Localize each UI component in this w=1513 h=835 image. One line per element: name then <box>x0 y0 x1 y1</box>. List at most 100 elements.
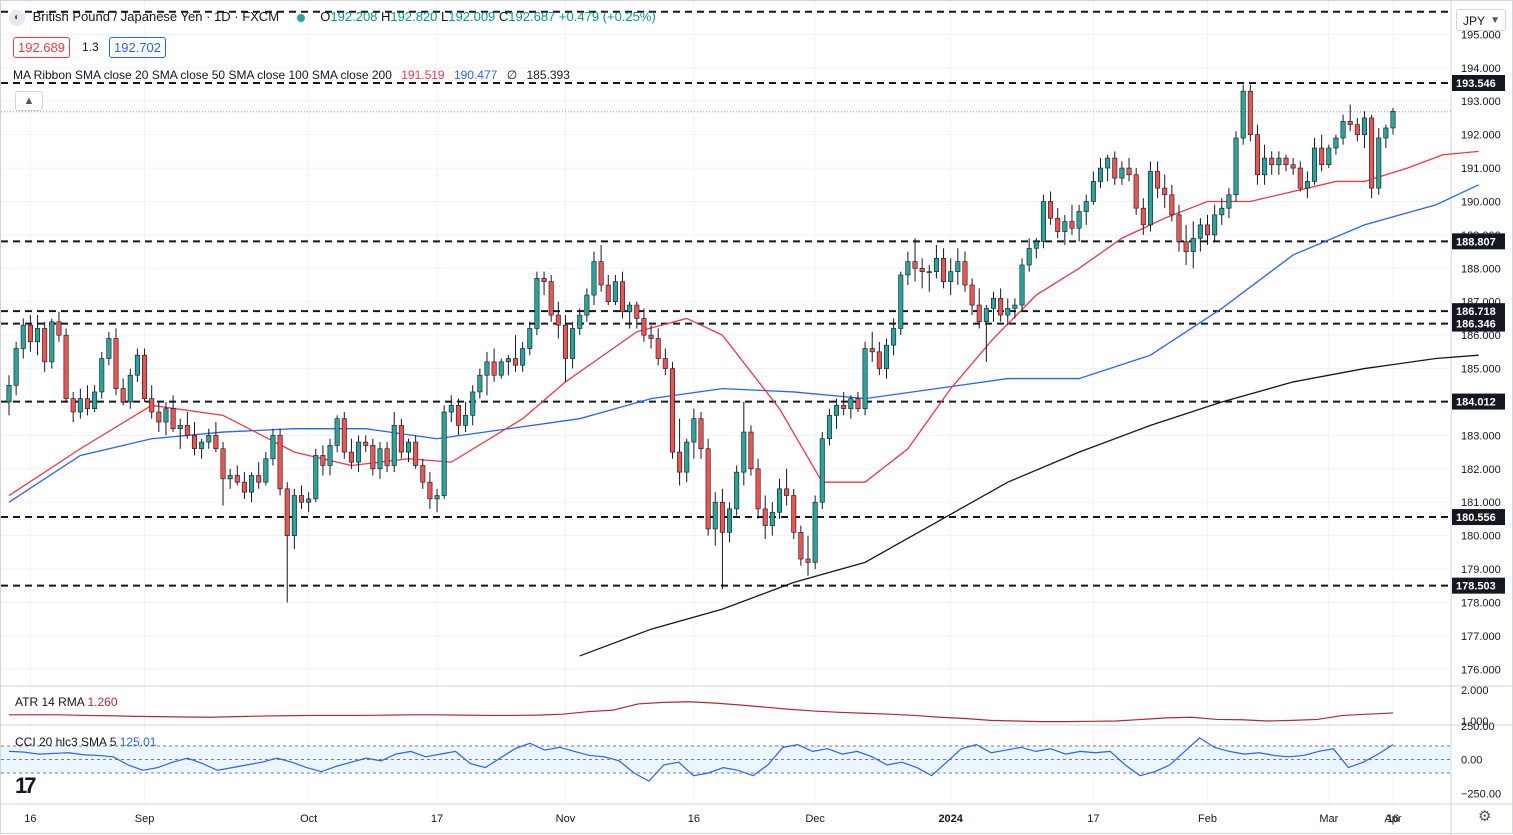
candle-body <box>819 438 825 503</box>
x-tick-label: 16 <box>24 813 36 825</box>
candle-body <box>976 304 982 323</box>
candle-body <box>605 284 611 303</box>
candle-body <box>398 425 404 453</box>
cci-legend[interactable]: CCI 20 hlc3 SMA 5 125.01 <box>15 735 156 749</box>
y-tick-label: 181.000 <box>1461 497 1501 509</box>
candle-body <box>156 411 162 423</box>
y-tick-label: 191.000 <box>1461 163 1501 175</box>
candle-body <box>1083 201 1089 212</box>
atr-legend[interactable]: ATR 14 RMA 1.260 <box>15 695 118 709</box>
candle-body <box>1183 241 1189 252</box>
level-price-label: 178.503 <box>1456 581 1496 593</box>
candle-body <box>484 361 490 376</box>
x-tick-label: Nov <box>556 813 576 825</box>
candle-body <box>491 361 497 376</box>
y-tick-label: 177.000 <box>1461 631 1501 643</box>
candle-body <box>784 488 790 496</box>
ma-ribbon-value-4: 185.393 <box>526 68 570 82</box>
buy-price-button[interactable]: 192.702 <box>109 37 166 58</box>
sell-price-button[interactable]: 192.689 <box>13 37 70 58</box>
candle-body <box>891 328 897 346</box>
candle-body <box>113 338 119 389</box>
candle-body <box>962 261 968 286</box>
level-price-tag <box>1452 393 1505 410</box>
candle-body <box>1069 221 1075 229</box>
candle-body <box>1005 308 1011 316</box>
candle-body <box>441 411 447 496</box>
candle-body <box>748 431 754 470</box>
candle-body <box>869 348 875 353</box>
level-price-label: 180.556 <box>1456 512 1496 524</box>
x-tick-label: Sep <box>135 813 155 825</box>
candle-body <box>199 441 205 450</box>
candle-body <box>648 334 654 339</box>
candle-body <box>370 445 376 470</box>
level-price-tag <box>1452 233 1505 250</box>
candle-body <box>1197 224 1203 239</box>
change-value: +0.479 (+0.25%) <box>558 9 656 24</box>
ma-ribbon-label: MA Ribbon SMA close 20 SMA close 50 SMA … <box>13 68 392 82</box>
candle-body <box>826 415 832 440</box>
candle-body <box>534 278 540 329</box>
tradingview-logo[interactable]: 17 <box>15 773 37 798</box>
y-tick-label: 194.000 <box>1461 63 1501 75</box>
currency-select[interactable]: JPY ▼ <box>1456 9 1506 31</box>
candle-body <box>477 374 483 393</box>
ma-ribbon-legend[interactable]: MA Ribbon SMA close 20 SMA close 50 SMA … <box>13 68 576 82</box>
collapse-legend-button[interactable]: ▲ <box>15 91 43 111</box>
high-label: H <box>381 9 391 24</box>
candle-body <box>591 261 597 296</box>
candle-body <box>1026 247 1032 266</box>
candle-body <box>263 458 269 483</box>
candle-body <box>1269 157 1275 166</box>
candle-body <box>1062 221 1068 232</box>
candle-body <box>341 418 347 453</box>
candle-body <box>142 354 148 399</box>
candle-body <box>1319 147 1325 166</box>
candle-body <box>1276 157 1282 166</box>
candle-body <box>527 328 533 349</box>
candle-body <box>513 358 519 366</box>
currency-value: JPY <box>1463 14 1486 28</box>
candle-body <box>677 451 683 473</box>
candle-body <box>620 281 626 313</box>
candle-body <box>334 418 340 446</box>
candle-body <box>1376 137 1382 189</box>
candle-body <box>1312 147 1318 182</box>
candle-body <box>13 348 19 386</box>
candle-body <box>1205 224 1211 236</box>
candle-body <box>206 435 212 443</box>
candle-body <box>70 398 76 413</box>
candle-body <box>905 261 911 276</box>
x-tick-label: Dec <box>805 813 825 825</box>
symbol-title[interactable]: British Pound / Japanese Yen · 1D · FXCM <box>32 9 280 24</box>
candle-body <box>84 398 90 409</box>
open-value: 192.208 <box>330 9 378 24</box>
candle-body <box>234 475 240 483</box>
candle-body <box>769 511 775 526</box>
y-tick-label: 195.000 <box>1461 29 1501 41</box>
level-price-tag <box>1452 577 1505 594</box>
low-label: L <box>441 9 449 24</box>
candle-body <box>798 531 804 560</box>
level-price-label: 186.346 <box>1456 319 1496 331</box>
candle-body <box>20 324 26 349</box>
candle-body <box>184 425 190 436</box>
candle-body <box>291 495 297 536</box>
level-price-tag <box>1452 315 1505 332</box>
candle-body <box>363 441 369 446</box>
candle-body <box>1055 217 1061 232</box>
candle-body <box>420 465 426 483</box>
y-tick-label: 186.000 <box>1461 330 1501 342</box>
candle-body <box>898 274 904 329</box>
candle-body <box>1240 90 1246 139</box>
level-price-label: 186.718 <box>1456 306 1496 318</box>
candle-body <box>1212 214 1218 236</box>
candle-body <box>448 405 454 413</box>
chevron-up-icon: ▲ <box>23 95 35 107</box>
candle-body <box>35 328 41 343</box>
gear-icon[interactable]: ⚙ <box>1478 808 1492 825</box>
x-tick-label: Feb <box>1198 813 1217 825</box>
candle-body <box>998 298 1004 316</box>
